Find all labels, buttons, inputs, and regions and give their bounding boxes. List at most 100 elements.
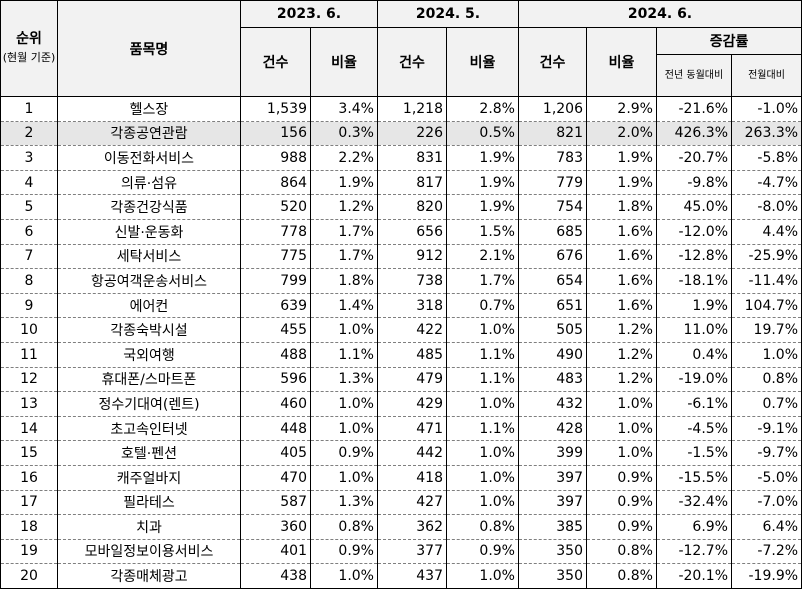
count-2024-05-cell: 912: [377, 244, 447, 270]
ratio-2023-06-cell: 1.0%: [310, 465, 378, 491]
count-2023-06-cell: 587: [240, 490, 311, 516]
rank-cell: 20: [0, 563, 58, 589]
table-row: 15 호텔·펜션 405 0.9% 442 1.0% 399 1.0% -1.5% -9.7%: [0, 440, 802, 466]
mom-header: 전월대비: [730, 54, 802, 97]
item-name-cell: 이동전화서비스: [57, 145, 241, 171]
ratio-2023-06-cell: 1.3%: [310, 367, 378, 393]
rank-cell: 11: [0, 342, 58, 368]
count-2024-06-cell: 783: [518, 145, 587, 171]
ratio-2023-06-cell: 1.8%: [310, 268, 378, 294]
mom-change-cell: -1.0%: [730, 96, 802, 122]
count-2023-06-cell: 401: [240, 539, 311, 565]
count-2024-06-cell: 754: [518, 194, 587, 220]
rank-cell: 4: [0, 170, 58, 196]
table-row: 2 각종공연관람 156 0.3% 226 0.5% 821 2.0% 426.3% 263.3%: [0, 121, 802, 147]
ratio-2024-06-cell: 1.0%: [586, 440, 657, 466]
ratio-2024-06-cell: 2.9%: [586, 96, 657, 122]
item-name-cell: 세탁서비스: [57, 244, 241, 270]
table-row: 12 휴대폰/스마트폰 596 1.3% 479 1.1% 483 1.2% -19.0% 0.8…: [0, 367, 802, 393]
yoy-change-cell: -21.6%: [656, 96, 732, 122]
count-2023-06-cell: 488: [240, 342, 311, 368]
yoy-change-cell: 426.3%: [656, 121, 732, 147]
count-2024-05-cell: 377: [377, 539, 447, 565]
ratio-2023-06-cell: 1.4%: [310, 293, 378, 319]
ratio-2024-06-cell: 1.2%: [586, 342, 657, 368]
mom-change-cell: 263.3%: [730, 121, 802, 147]
rank-cell: 13: [0, 391, 58, 417]
ratio-2023-06-cell: 0.9%: [310, 539, 378, 565]
rank-cell: 5: [0, 194, 58, 220]
table-row: 17 필라테스 587 1.3% 427 1.0% 397 0.9% -32.4% -7.0%: [0, 490, 802, 516]
count-2024-06-cell: 821: [518, 121, 587, 147]
count-2024-05-cell: 442: [377, 440, 447, 466]
ratio-2023-06-cell: 2.2%: [310, 145, 378, 171]
ratio-2024-05-cell: 1.9%: [446, 194, 519, 220]
ratio-2024-05-cell: 1.0%: [446, 465, 519, 491]
mom-change-cell: 1.0%: [730, 342, 802, 368]
count-2024-05-cell: 362: [377, 514, 447, 540]
ratio-2024-05-cell: 1.1%: [446, 342, 519, 368]
ratio-2023-06-cell: 3.4%: [310, 96, 378, 122]
ratio-2024-06-cell: 1.2%: [586, 317, 657, 343]
table-row: 3 이동전화서비스 988 2.2% 831 1.9% 783 1.9% -20.7% -5.8%: [0, 145, 802, 171]
mom-change-cell: -7.0%: [730, 490, 802, 516]
count-2024-06-cell: 397: [518, 490, 587, 516]
change-header: 증감률: [655, 27, 802, 55]
table-row: 13 정수기대여(렌트) 460 1.0% 429 1.0% 432 1.0% -6.1% 0.7…: [0, 391, 802, 417]
table-body: 1 헬스장 1,539 3.4% 1,218 2.8% 1,206 2.9% -21.6% -1.…: [0, 96, 802, 589]
count-2023-06-cell: 455: [240, 317, 311, 343]
count-2024-05-cell: 738: [377, 268, 447, 294]
rank-cell: 18: [0, 514, 58, 540]
rank-cell: 2: [0, 121, 58, 147]
ratio-2023-06-cell: 1.0%: [310, 391, 378, 417]
ratio-2024-06-cell: 0.9%: [586, 465, 657, 491]
ratio-2024-06-cell: 1.8%: [586, 194, 657, 220]
count-2024-06-cell: 483: [518, 367, 587, 393]
item-name-cell: 각종공연관람: [57, 121, 241, 147]
ratio-2024-05-cell: 1.0%: [446, 440, 519, 466]
count-2024-05-cell: 485: [377, 342, 447, 368]
mom-change-cell: 0.7%: [730, 391, 802, 417]
rank-cell: 16: [0, 465, 58, 491]
ratio-2024-06-cell: 1.6%: [586, 293, 657, 319]
count-2024-06-cell: 685: [518, 219, 587, 245]
mom-change-cell: 19.7%: [730, 317, 802, 343]
mom-change-cell: -19.9%: [730, 563, 802, 589]
rank-cell: 7: [0, 244, 58, 270]
count-2024-05-cell: 471: [377, 416, 447, 442]
count-2024-05-cell: 429: [377, 391, 447, 417]
count-2024-06-cell: 350: [518, 563, 587, 589]
count-2024-06-cell: 432: [518, 391, 587, 417]
ratio-2024-05-cell: 1.0%: [446, 391, 519, 417]
ratio-2023-06-cell: 1.3%: [310, 490, 378, 516]
count-2023-06-cell: 639: [240, 293, 311, 319]
count-2023-06-cell: 360: [240, 514, 311, 540]
period-header-2024-05: 2024. 5.: [377, 0, 519, 28]
yoy-change-cell: -9.8%: [656, 170, 732, 196]
count-2023-06-cell: 864: [240, 170, 311, 196]
mom-change-cell: -9.7%: [730, 440, 802, 466]
mom-change-cell: -25.9%: [730, 244, 802, 270]
ratio-2023-06-cell: 1.0%: [310, 317, 378, 343]
yoy-change-cell: -15.5%: [656, 465, 732, 491]
ratio-2024-06-cell: 1.6%: [586, 268, 657, 294]
mom-change-cell: 104.7%: [730, 293, 802, 319]
table-row: 10 각종숙박시설 455 1.0% 422 1.0% 505 1.2% 11.0% 19.7%: [0, 317, 802, 343]
ratio-2024-05-cell: 0.5%: [446, 121, 519, 147]
yoy-change-cell: -32.4%: [656, 490, 732, 516]
ratio-2024-06-cell: 1.9%: [586, 145, 657, 171]
mom-change-cell: -8.0%: [730, 194, 802, 220]
count-header: 건수: [240, 27, 311, 97]
count-2024-05-cell: 226: [377, 121, 447, 147]
item-name-cell: 국외여행: [57, 342, 241, 368]
rank-cell: 10: [0, 317, 58, 343]
ratio-2024-06-cell: 1.6%: [586, 244, 657, 270]
yoy-change-cell: -6.1%: [656, 391, 732, 417]
count-2023-06-cell: 438: [240, 563, 311, 589]
item-name-cell: 각종매체광고: [57, 563, 241, 589]
count-2024-06-cell: 651: [518, 293, 587, 319]
yoy-change-cell: 11.0%: [656, 317, 732, 343]
count-2024-06-cell: 490: [518, 342, 587, 368]
table-row: 9 에어컨 639 1.4% 318 0.7% 651 1.6% 1.9% 104.7%: [0, 293, 802, 319]
ratio-2024-06-cell: 1.0%: [586, 416, 657, 442]
